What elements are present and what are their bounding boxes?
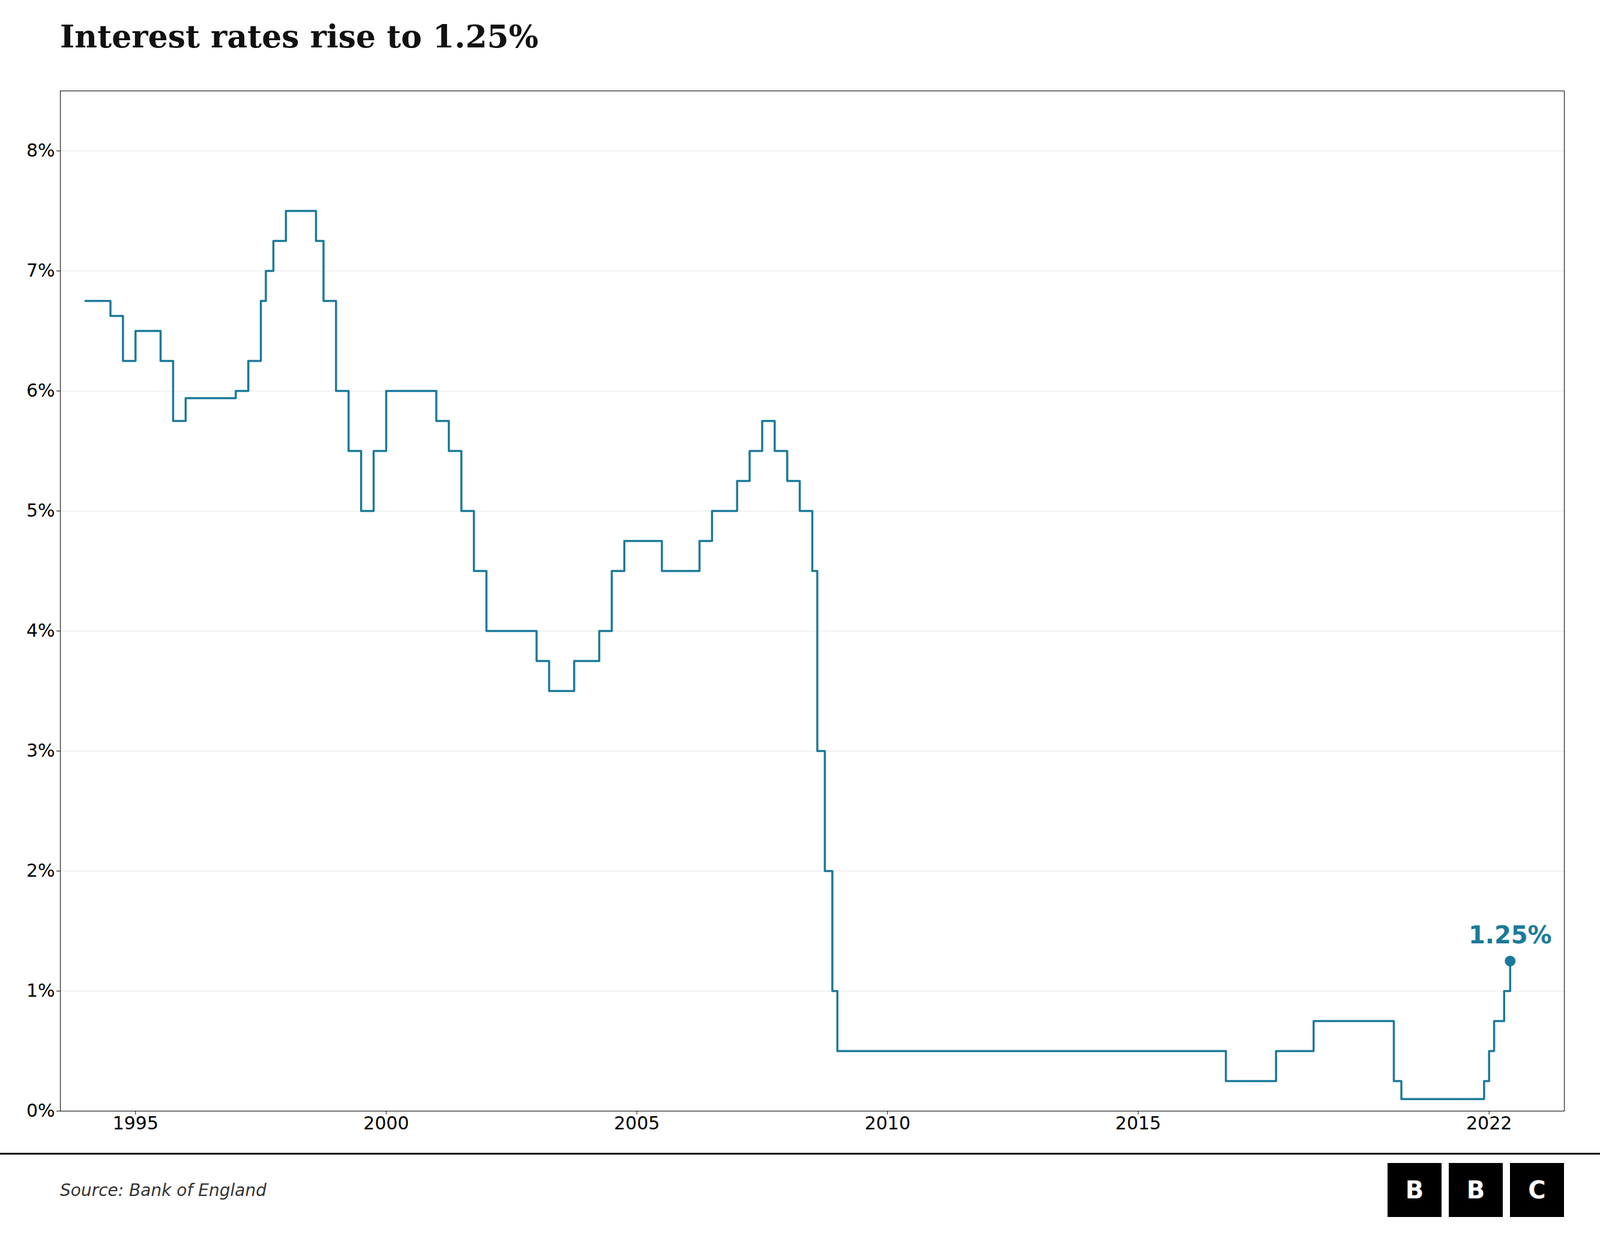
svg-text:2010: 2010 [864,1112,911,1134]
svg-text:5%: 5% [26,499,56,521]
svg-text:2022: 2022 [1466,1112,1512,1134]
html-text:Source: Bank of England: Source: Bank of England [60,1180,267,1200]
svg-text:1%: 1% [26,980,56,1002]
svg-text:2015: 2015 [1115,1112,1161,1134]
html-text:B: B [1405,1176,1424,1204]
svg-text:6%: 6% [26,379,56,401]
svg-text:8%: 8% [26,139,56,161]
svg-text:2005: 2005 [613,1112,660,1134]
html-text:B: B [1466,1176,1485,1204]
svg-text:2000: 2000 [363,1112,409,1134]
svg-text:0%: 0% [26,1100,56,1122]
svg-text:4%: 4% [26,619,56,641]
svg-text:2%: 2% [26,860,56,882]
html-text:Interest rates rise to 1.25%: Interest rates rise to 1.25% [60,18,539,55]
html-text:C: C [1528,1176,1546,1204]
svg-text:1.25%: 1.25% [1468,921,1552,949]
svg-text:1995: 1995 [112,1112,159,1134]
svg-text:7%: 7% [26,259,56,281]
svg-text:3%: 3% [26,739,56,761]
